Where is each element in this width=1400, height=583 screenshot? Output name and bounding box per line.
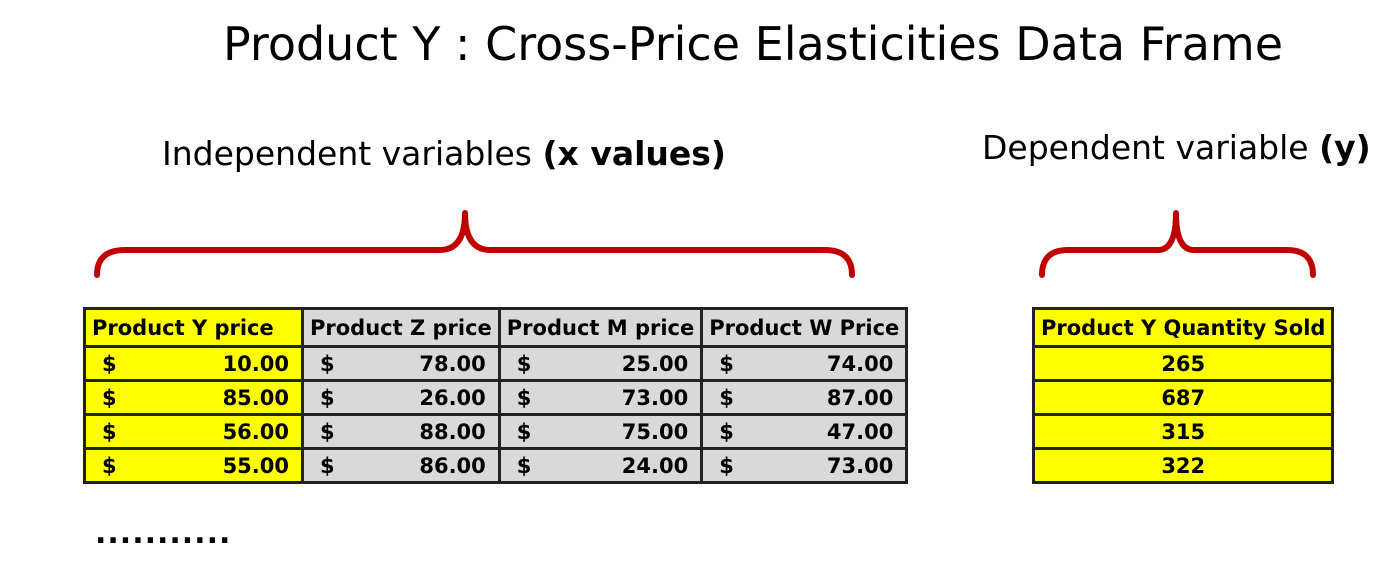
currency-symbol: $: [320, 453, 335, 478]
table-cell: $88.00: [301, 413, 501, 450]
currency-symbol: $: [102, 385, 117, 410]
header-product-y-quantity-sold: Product Y Quantity Sold: [1031, 307, 1335, 348]
currency-symbol: $: [102, 419, 117, 444]
independent-variables-heading: Independent variables (x values): [162, 134, 726, 174]
cell-value: 86.00: [419, 453, 486, 478]
table-cell: $10.00: [83, 345, 304, 382]
page-title: Product Y : Cross-Price Elasticities Dat…: [222, 17, 1284, 71]
cell-value: 85.00: [222, 385, 289, 410]
independent-heading-bold: (x values): [542, 134, 727, 173]
cell-value: 315: [1031, 413, 1335, 450]
table-cell: $73.00: [497, 379, 704, 416]
currency-symbol: $: [719, 419, 734, 444]
currency-symbol: $: [516, 453, 532, 478]
table-cell: $25.00: [497, 345, 704, 382]
dependent-variable-heading: Dependent variable (y): [982, 128, 1371, 168]
header-product-w-price: Product W Price: [700, 307, 909, 348]
dependent-heading-bold: (y): [1319, 128, 1371, 167]
cell-value: 26.00: [419, 385, 486, 410]
cell-value: 265: [1031, 345, 1335, 382]
table-cell: $78.00: [301, 345, 501, 382]
table-cell: $24.00: [497, 447, 704, 484]
cell-value: 687: [1031, 379, 1335, 416]
cell-value: 87.00: [826, 385, 894, 410]
dependent-variable-table: Product Y Quantity Sold 265 687 315 322: [1031, 307, 1335, 484]
currency-symbol: $: [320, 419, 335, 444]
table-row: 315: [1031, 413, 1335, 450]
continuation-ellipsis: ...........: [95, 516, 232, 551]
cell-value: 322: [1031, 447, 1335, 484]
cell-value: 78.00: [419, 351, 486, 376]
dependent-brace: [1039, 210, 1316, 278]
independent-variables-table: Product Y price Product Z price Product …: [83, 307, 909, 484]
table-row: $56.00 $88.00 $75.00 $47.00: [83, 413, 909, 450]
table-cell: $85.00: [83, 379, 304, 416]
currency-symbol: $: [516, 419, 532, 444]
table-header-row: Product Y price Product Z price Product …: [83, 307, 909, 348]
cell-value: 25.00: [621, 351, 689, 376]
table-row: $55.00 $86.00 $24.00 $73.00: [83, 447, 909, 484]
header-product-z-price: Product Z price: [301, 307, 501, 348]
table-cell: $73.00: [700, 447, 909, 484]
table-cell: $86.00: [301, 447, 501, 484]
currency-symbol: $: [516, 351, 532, 376]
table-row: 322: [1031, 447, 1335, 484]
independent-brace: [94, 210, 855, 278]
table-row: $85.00 $26.00 $73.00 $87.00: [83, 379, 909, 416]
table-cell: $75.00: [497, 413, 704, 450]
dependent-heading-text: Dependent variable: [982, 128, 1320, 167]
cell-value: 56.00: [222, 419, 289, 444]
cell-value: 24.00: [621, 453, 689, 478]
table-cell: $56.00: [83, 413, 304, 450]
currency-symbol: $: [719, 351, 734, 376]
currency-symbol: $: [320, 385, 335, 410]
table-row: 687: [1031, 379, 1335, 416]
currency-symbol: $: [102, 453, 117, 478]
cell-value: 75.00: [621, 419, 689, 444]
table-cell: $74.00: [700, 345, 909, 382]
table-cell: $26.00: [301, 379, 501, 416]
currency-symbol: $: [516, 385, 532, 410]
cell-value: 47.00: [826, 419, 894, 444]
cell-value: 55.00: [222, 453, 289, 478]
table-cell: $55.00: [83, 447, 304, 484]
cell-value: 73.00: [621, 385, 689, 410]
header-product-m-price: Product M price: [497, 307, 704, 348]
currency-symbol: $: [320, 351, 335, 376]
table-row: $10.00 $78.00 $25.00 $74.00: [83, 345, 909, 382]
table-row: 265: [1031, 345, 1335, 382]
currency-symbol: $: [102, 351, 117, 376]
header-product-y-price: Product Y price: [83, 307, 304, 348]
table-cell: $87.00: [700, 379, 909, 416]
currency-symbol: $: [719, 385, 734, 410]
cell-value: 10.00: [222, 351, 289, 376]
table-header-row: Product Y Quantity Sold: [1031, 307, 1335, 348]
cell-value: 88.00: [419, 419, 486, 444]
cell-value: 74.00: [826, 351, 894, 376]
independent-heading-text: Independent variables: [162, 134, 543, 173]
currency-symbol: $: [719, 453, 734, 478]
cell-value: 73.00: [826, 453, 894, 478]
table-cell: $47.00: [700, 413, 909, 450]
